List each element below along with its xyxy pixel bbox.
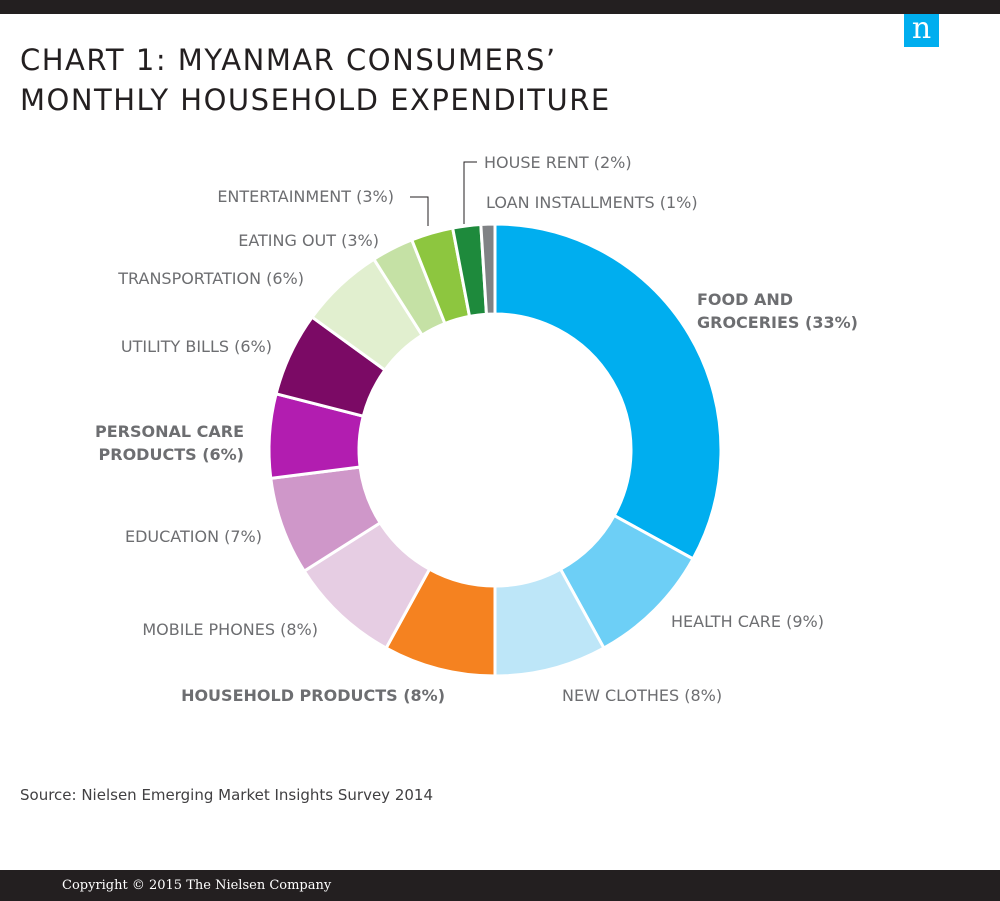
leader-line-house-rent <box>463 161 477 224</box>
label-health-care: HEALTH CARE (9%) <box>671 612 824 631</box>
label-line: HOUSEHOLD PRODUCTS (8%) <box>181 686 445 705</box>
label-utility-bills: UTILITY BILLS (6%) <box>121 337 272 356</box>
nielsen-logo: n <box>904 14 939 47</box>
leader-lines <box>410 161 477 226</box>
label-line: HEALTH CARE (9%) <box>671 612 824 631</box>
label-eating-out: EATING OUT (3%) <box>238 231 379 250</box>
label-entertainment: ENTERTAINMENT (3%) <box>217 187 394 206</box>
label-line: GROCERIES (33%) <box>697 313 858 332</box>
label-new-clothes: NEW CLOTHES (8%) <box>562 686 722 705</box>
label-loan-installments: LOAN INSTALLMENTS (1%) <box>486 193 698 212</box>
chart-title: CHART 1: MYANMAR CONSUMERS’ MONTHLY HOUS… <box>20 40 880 120</box>
top-bar <box>0 0 1000 14</box>
leader-line-entertainment <box>410 196 429 226</box>
slice-food-and-groceries <box>493 222 723 561</box>
label-education: EDUCATION (7%) <box>125 527 262 546</box>
label-line: HOUSE RENT (2%) <box>484 153 632 172</box>
label-line: MOBILE PHONES (8%) <box>142 620 318 639</box>
label-household-products: HOUSEHOLD PRODUCTS (8%) <box>181 686 445 705</box>
slice-loan-installments <box>479 222 497 316</box>
slice-labels: FOOD AND GROCERIES (33%) HEALTH CARE (9%) N… <box>95 153 858 705</box>
label-line: NEW CLOTHES (8%) <box>562 686 722 705</box>
label-line: TRANSPORTATION (6%) <box>117 269 304 288</box>
label-line: LOAN INSTALLMENTS (1%) <box>486 193 698 212</box>
label-personal-care-products: PERSONAL CARE PRODUCTS (6%) <box>95 422 244 464</box>
label-line: ENTERTAINMENT (3%) <box>217 187 394 206</box>
label-line: FOOD AND <box>697 290 793 309</box>
chart-title-line-1: CHART 1: MYANMAR CONSUMERS’ <box>20 43 557 77</box>
label-line: PRODUCTS (6%) <box>99 445 244 464</box>
label-line: EDUCATION (7%) <box>125 527 262 546</box>
label-house-rent: HOUSE RENT (2%) <box>484 153 632 172</box>
label-food-and-groceries: FOOD AND GROCERIES (33%) <box>697 290 858 332</box>
label-line: UTILITY BILLS (6%) <box>121 337 272 356</box>
donut-slices <box>267 222 723 678</box>
label-line: PERSONAL CARE <box>95 422 244 441</box>
chart-title-line-2: MONTHLY HOUSEHOLD EXPENDITURE <box>20 83 611 117</box>
copyright-text: Copyright © 2015 The Nielsen Company <box>62 878 332 893</box>
label-transportation: TRANSPORTATION (6%) <box>117 269 304 288</box>
footer-bar: Copyright © 2015 The Nielsen Company <box>0 870 1000 901</box>
donut-chart: FOOD AND GROCERIES (33%) HEALTH CARE (9%) N… <box>95 153 858 705</box>
label-mobile-phones: MOBILE PHONES (8%) <box>142 620 318 639</box>
label-line: EATING OUT (3%) <box>238 231 379 250</box>
source-note: Source: Nielsen Emerging Market Insights… <box>20 786 434 804</box>
